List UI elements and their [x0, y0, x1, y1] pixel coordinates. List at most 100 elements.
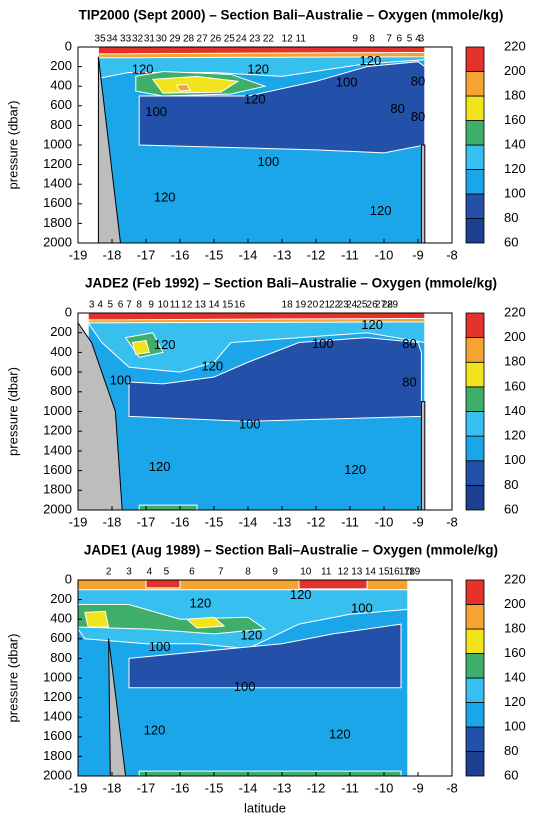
station-label: 6 [397, 34, 403, 45]
station-label: 35 [95, 34, 107, 45]
colorbar-band [465, 361, 485, 388]
y-tick-label: 1400 [43, 176, 72, 191]
contour-label: 100 [145, 104, 167, 119]
x-tick-label: -14 [239, 247, 258, 262]
colorbar-label: 60 [504, 234, 518, 249]
x-tick-label: -13 [273, 247, 292, 262]
colorbar-band [465, 628, 485, 654]
colorbar-band [465, 169, 485, 195]
station-label: 10 [300, 567, 312, 578]
contour-label: 80 [411, 74, 425, 89]
station-label: 7 [218, 567, 224, 578]
colorbar-label: 200 [504, 596, 526, 611]
station-label: 20 [307, 300, 319, 311]
y-tick-label: 800 [50, 117, 72, 132]
seafloor [108, 638, 127, 776]
station-label: 12 [282, 34, 294, 45]
station-label: 22 [329, 300, 341, 311]
contour-label: 100 [234, 679, 256, 694]
y-tick-label: 600 [50, 364, 72, 379]
y-tick-label: 1400 [43, 442, 72, 457]
x-tick-label: -9 [412, 247, 424, 262]
colorbar-label: 160 [504, 378, 526, 393]
contour-label: 120 [190, 595, 212, 610]
contour-label: 100 [336, 75, 358, 90]
x-tick-label: -16 [171, 247, 190, 262]
x-tick-label: -8 [446, 247, 458, 262]
seafloor [97, 56, 122, 243]
x-tick-label: -17 [137, 514, 156, 529]
station-label: 17 [399, 567, 411, 578]
colorbar-label: 60 [504, 767, 518, 782]
station-label: 6 [189, 567, 195, 578]
station-label: 22 [263, 34, 275, 45]
colorbar-band [465, 95, 485, 121]
colorbar-label: 160 [504, 112, 526, 127]
colorbar-label: 200 [504, 329, 526, 344]
station-label: 28 [382, 300, 394, 311]
colorbar-label: 120 [504, 428, 526, 443]
y-tick-label: 0 [65, 571, 72, 586]
station-label: 4 [97, 300, 103, 311]
contour-label: 100 [312, 336, 334, 351]
x-tick-label: -10 [375, 514, 394, 529]
station-label: 11 [170, 300, 181, 311]
colorbar-label: 220 [504, 38, 526, 53]
y-tick-label: 400 [50, 611, 72, 626]
y-tick-label: 800 [50, 383, 72, 398]
contour-region [151, 75, 240, 94]
y-axis-label: pressure (dbar) [5, 367, 20, 456]
y-tick-label: 1000 [43, 403, 72, 418]
station-label: 9 [272, 567, 278, 578]
station-label: 5 [407, 34, 413, 45]
station-label: 18 [282, 300, 294, 311]
station-label: 14 [365, 567, 377, 578]
contour-region [298, 580, 368, 590]
colorbar-band [465, 435, 485, 462]
contour-label: 120 [344, 462, 366, 477]
y-tick-label: 600 [50, 97, 72, 112]
contour-region [84, 610, 110, 628]
x-tick-label: -9 [412, 514, 424, 529]
y-tick-label: 400 [50, 344, 72, 359]
station-label: 9 [352, 34, 358, 45]
colorbar-band [465, 702, 485, 728]
contour-label: 100 [351, 600, 373, 615]
y-tick-label: 1200 [43, 689, 72, 704]
station-label: 23 [338, 300, 350, 311]
station-label: 2 [106, 567, 112, 578]
seafloor [420, 401, 426, 510]
y-tick-label: 2000 [43, 767, 72, 782]
panel: TIP2000 (Sept 2000) – Section Bali–Austr… [5, 8, 525, 263]
x-tick-label: -10 [375, 780, 394, 795]
contour-label: 100 [149, 639, 171, 654]
contour-region [97, 47, 426, 55]
y-tick-label: 1600 [43, 728, 72, 743]
x-tick-label: -8 [446, 514, 458, 529]
station-label: 14 [208, 300, 220, 311]
station-label: 19 [295, 300, 307, 311]
station-label: 23 [249, 34, 261, 45]
plot-area: 120 120 100 100 120 80 80 100 120 120 [78, 313, 426, 510]
station-label: 28 [183, 34, 195, 45]
y-tick-label: 1600 [43, 462, 72, 477]
seafloor [78, 321, 123, 510]
colorbar-label: 220 [504, 571, 526, 586]
x-axis-label: latitude [244, 800, 286, 815]
station-label: 25 [224, 34, 236, 45]
station-label: 33 [120, 34, 132, 45]
station-label: 32 [132, 34, 144, 45]
y-tick-label: 800 [50, 650, 72, 665]
chart-title: JADE1 (Aug 1989) – Section Bali–Australi… [84, 543, 498, 558]
colorbar-label: 140 [504, 669, 526, 684]
station-label: 5 [164, 567, 170, 578]
contour-label: 120 [132, 61, 154, 76]
y-tick-label: 1000 [43, 669, 72, 684]
contour-label: 120 [244, 91, 266, 106]
contour-label: 120 [370, 203, 392, 218]
y-tick-label: 1800 [43, 482, 72, 497]
x-tick-label: -17 [137, 780, 156, 795]
contour-region [138, 504, 198, 510]
x-tick-label: -12 [307, 780, 326, 795]
